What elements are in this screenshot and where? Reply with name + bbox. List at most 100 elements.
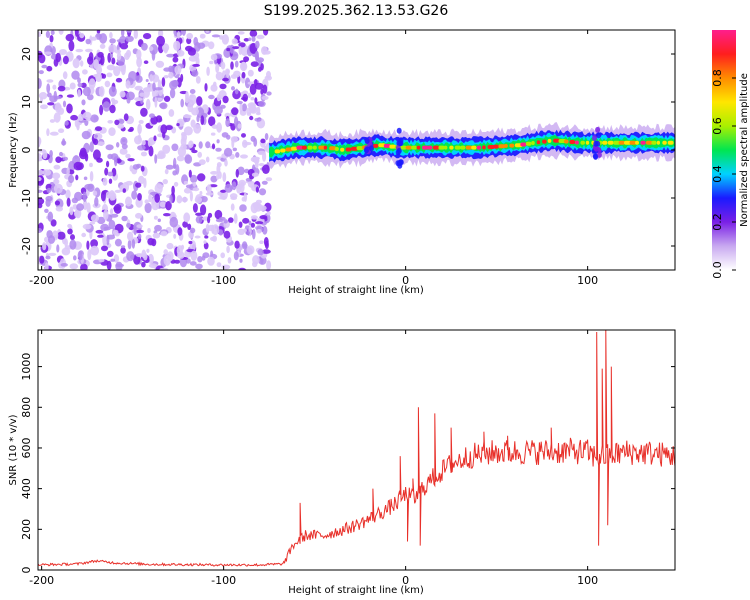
ridge-peak <box>307 145 313 150</box>
ridge-peak <box>465 145 473 150</box>
noise-blob <box>198 159 206 166</box>
noise-blob <box>135 229 144 234</box>
noise-blob <box>175 164 180 175</box>
x-tick-label: -100 <box>211 274 236 287</box>
noise-blob <box>138 119 144 124</box>
noise-blob <box>38 153 42 157</box>
ridge-peak <box>482 145 486 150</box>
ridge-peak <box>542 139 547 144</box>
x-tick-label: -100 <box>211 574 236 587</box>
noise-blob <box>155 115 163 123</box>
noise-blob <box>197 173 206 182</box>
noise-blob <box>97 234 104 238</box>
noise-blob <box>163 67 172 72</box>
noise-blob <box>52 172 61 180</box>
noise-blob <box>69 206 74 216</box>
noise-blob <box>257 150 266 156</box>
noise-blob <box>162 131 166 139</box>
ridge-peak <box>635 140 639 145</box>
colorbar: 0.0 0.2 0.4 0.6 0.8 Normalized spectral ampl… <box>711 30 750 279</box>
snr-line <box>38 330 675 567</box>
noise-blob <box>262 164 270 174</box>
noise-blob <box>250 135 256 142</box>
noise-blob <box>216 139 220 144</box>
noise-blob <box>246 245 255 255</box>
noise-blob <box>236 100 243 105</box>
ridge-peak <box>443 145 448 150</box>
ridge-peak <box>454 145 461 150</box>
noise-blob <box>189 89 196 94</box>
noise-blob <box>103 209 109 221</box>
noise-blob <box>141 140 146 146</box>
noise-blob <box>109 208 114 215</box>
noise-blob <box>200 196 208 203</box>
noise-blob <box>165 201 172 211</box>
noise-blob <box>205 141 211 149</box>
noise-blob <box>227 257 232 264</box>
snr-y-label: SNR (10 * v/v) <box>8 414 19 485</box>
noise-blob <box>238 46 243 55</box>
noise-blob <box>265 177 273 182</box>
noise-blob <box>65 189 71 199</box>
figure-title: S199.2025.362.13.53.G26 <box>264 3 449 19</box>
colorbar-ticks: 0.0 0.2 0.4 0.6 0.8 <box>711 69 736 279</box>
noise-blob <box>156 35 166 47</box>
ridge-peak <box>498 144 506 149</box>
ridge-peak <box>427 145 433 150</box>
noise-blob <box>38 54 46 64</box>
noise-blob <box>78 113 84 122</box>
noise-blob <box>148 145 154 157</box>
noise-blob <box>242 217 250 224</box>
spectrogram-y-label: Frequency (Hz) <box>8 112 19 188</box>
noise-blob <box>92 190 98 196</box>
noise-blob <box>215 63 220 74</box>
noise-blob <box>220 189 227 193</box>
colorbar-tick-label: 0.8 <box>711 69 724 87</box>
noise-blob <box>126 251 135 262</box>
noise-blob <box>114 156 118 167</box>
noise-blob <box>62 100 67 108</box>
noise-blob <box>139 92 146 97</box>
noise-blob <box>53 183 63 194</box>
noise-blob <box>218 229 224 236</box>
noise-blob <box>77 82 83 88</box>
noise-blob <box>174 65 182 75</box>
noise-blob <box>99 104 104 116</box>
noise-blob <box>120 137 128 146</box>
noise-blob <box>94 126 103 132</box>
noise-blob <box>209 60 214 65</box>
noise-blob <box>261 95 269 100</box>
noise-blob <box>147 227 151 234</box>
noise-blob <box>256 34 265 40</box>
ridge-peak <box>531 141 535 145</box>
noise-blob <box>140 107 148 117</box>
noise-blob <box>70 114 78 121</box>
noise-blob <box>191 107 199 116</box>
y-tick-label: 20 <box>20 47 33 61</box>
noise-blob <box>59 151 63 157</box>
noise-blob <box>127 158 135 162</box>
disturbance-blob <box>593 140 599 147</box>
noise-blob <box>194 235 201 239</box>
ridge-peak <box>378 143 386 148</box>
ridge-peak <box>547 138 552 143</box>
noise-blob <box>46 128 50 137</box>
ridge-peak <box>607 140 614 145</box>
noise-blob <box>154 96 158 108</box>
ridge-peak <box>487 145 495 149</box>
ridge-peak <box>553 138 560 143</box>
noise-blob <box>38 137 41 148</box>
noise-blob <box>245 231 251 235</box>
noise-blob <box>38 176 42 182</box>
noise-blob <box>66 103 73 114</box>
noise-blob <box>211 34 221 38</box>
noise-blob <box>257 205 267 212</box>
noise-blob <box>194 196 203 204</box>
noise-blob <box>263 30 269 36</box>
noise-blob <box>162 43 170 52</box>
noise-blob <box>121 64 126 76</box>
noise-blob <box>69 239 77 250</box>
noise-blob <box>159 267 169 270</box>
noise-blob <box>260 88 264 95</box>
noise-blob <box>239 102 243 113</box>
